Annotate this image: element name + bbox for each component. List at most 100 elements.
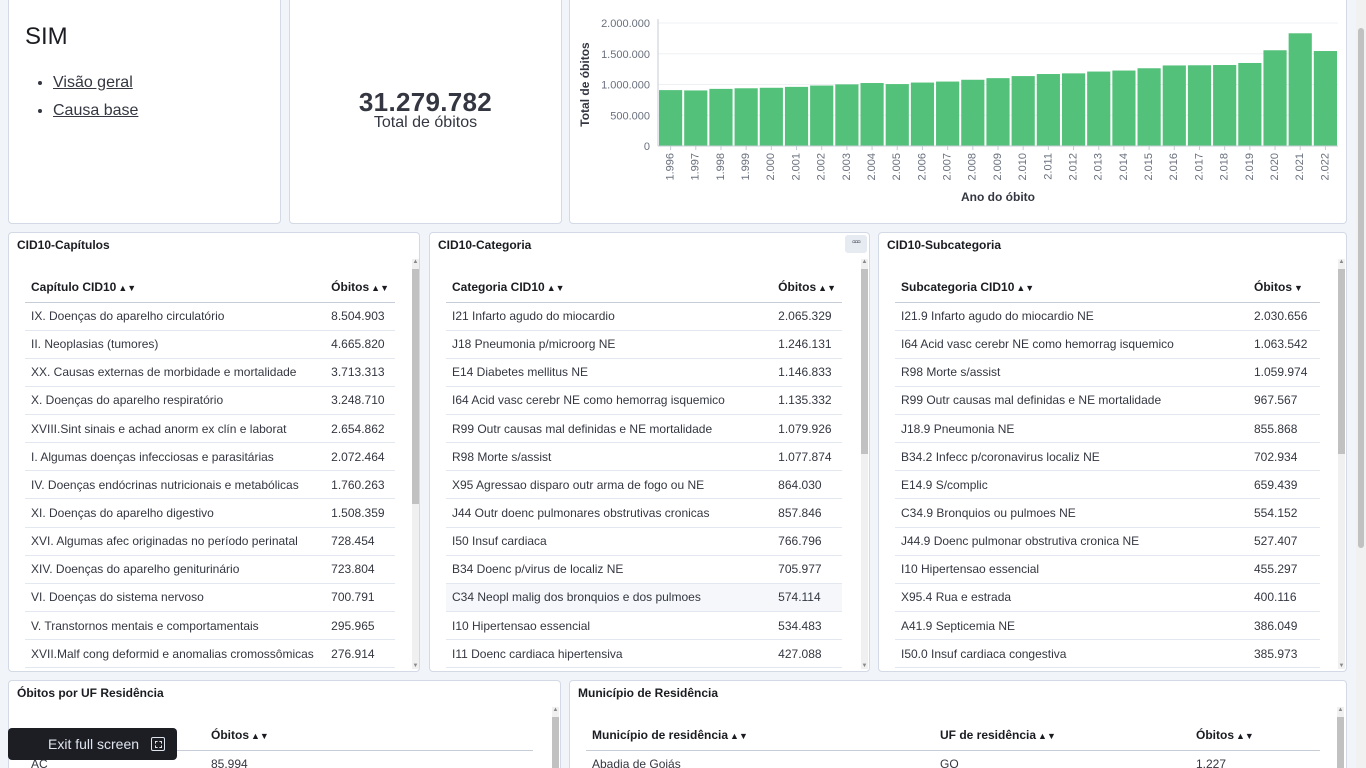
table-row[interactable]: R98 Morte s/assist 1.059.974 (895, 358, 1320, 387)
col-obitos-header[interactable]: Óbitos ▲▼ (772, 272, 842, 303)
label-cell: B34 Doenc p/virus de localiz NE (446, 555, 773, 584)
obitos-cell: 4.665.820 (325, 330, 395, 359)
scroll-thumb[interactable] (861, 269, 868, 454)
table-row[interactable]: VI. Doenças do sistema nervoso 700.791 (25, 583, 395, 613)
label-cell: XVIII.Sint sinais e achad anorm ex clín … (25, 414, 326, 444)
col-uf-header[interactable]: UF de residência ▲▼ (934, 720, 1190, 751)
scroll-up-icon[interactable]: ▲ (1337, 707, 1344, 713)
sim-panel: SIM Visão geral Causa base (8, 0, 281, 224)
scroll-up-icon[interactable]: ▲ (412, 259, 419, 265)
scroll-down-icon[interactable]: ▼ (412, 663, 419, 669)
uf-scrollbar[interactable]: ▲ (552, 707, 559, 768)
scroll-up-icon[interactable]: ▲ (861, 259, 868, 265)
label-cell: I10 Hipertensao essencial (895, 555, 1248, 584)
table-row[interactable]: J44 Outr doenc pulmonares obstrutivas cr… (446, 498, 842, 528)
label-cell: J18 Pneumonia p/microorg NE (446, 330, 773, 359)
obitos-cell: 2.065.329 (772, 302, 842, 331)
table-row[interactable]: I11 Doenc cardiaca hipertensiva 427.088 (446, 639, 842, 669)
table-row[interactable]: X95.4 Rua e estrada 400.116 (895, 583, 1320, 613)
col-obitos-header[interactable]: Óbitos ▲▼ (325, 272, 395, 303)
table-row[interactable]: I21 Infarto agudo do miocardio 2.065.329 (446, 302, 842, 331)
table-row[interactable]: I10 Hipertensao essencial 534.483 (446, 611, 842, 641)
table-row[interactable]: E14.9 S/complic 659.439 (895, 470, 1320, 500)
scroll-down-icon[interactable]: ▼ (1338, 663, 1345, 669)
col-obitos-header[interactable]: Óbitos ▲▼ (1190, 720, 1320, 751)
scroll-up-icon[interactable]: ▲ (1338, 259, 1345, 265)
col-subcategoria-header[interactable]: Subcategoria CID10 ▲▼ (895, 272, 1248, 303)
bar (1162, 65, 1186, 146)
table-header-row: Município de residência ▲▼ UF de residênc… (586, 720, 1320, 751)
link-causa-base[interactable]: Causa base (53, 102, 139, 119)
table-row[interactable]: C34 Neopl malig dos bronquios e dos pulm… (446, 583, 842, 613)
page-scroll-thumb[interactable] (1358, 28, 1364, 548)
y-tick-label: 1.000.000 (601, 80, 650, 92)
table-row[interactable]: X. Doenças do aparelho respiratório 3.248… (25, 386, 395, 416)
table-row[interactable]: V. Transtornos mentais e comportamentais… (25, 611, 395, 641)
table-row[interactable]: I64 Acid vasc cerebr NE como hemorrag is… (446, 386, 842, 416)
col-obitos-header[interactable]: Óbitos ▼ (1248, 272, 1320, 303)
categoria-scrollbar[interactable]: ▲ ▼ (861, 259, 868, 669)
table-row[interactable]: II. Neoplasias (tumores) 4.665.820 (25, 330, 395, 359)
table-row[interactable]: I50.0 Insuf cardiaca congestiva 385.973 (895, 639, 1320, 669)
col-municipio-header[interactable]: Município de residência ▲▼ (586, 720, 934, 751)
table-row[interactable]: J18 Pneumonia p/microorg NE 1.246.131 (446, 330, 842, 359)
table-row[interactable]: IX. Doenças do aparelho circulatório 8.50… (25, 302, 395, 331)
panel-menu-icon[interactable]: ▫▫▫ (845, 235, 867, 253)
obitos-cell: 400.116 (1248, 583, 1320, 613)
x-tick-label: 2.006 (916, 153, 928, 181)
label-cell: I. Algumas doenças infecciosas e parasit… (25, 442, 326, 472)
page-scrollbar[interactable] (1356, 0, 1366, 768)
table-row[interactable]: XVI. Algumas afec originadas no período … (25, 527, 395, 556)
municipio-scrollbar[interactable]: ▲ (1337, 707, 1344, 768)
exit-full-screen-button[interactable]: Exit full screen (8, 728, 177, 760)
table-row[interactable]: J44.9 Doenc pulmonar obstrutiva cronica … (895, 527, 1320, 556)
scroll-thumb[interactable] (552, 717, 559, 768)
sim-nav-item: Causa base (53, 97, 138, 125)
label-cell: J44.9 Doenc pulmonar obstrutiva cronica … (895, 527, 1248, 556)
x-tick-label: 2.007 (942, 153, 954, 181)
scroll-thumb[interactable] (412, 269, 419, 504)
table-row[interactable]: I21.9 Infarto agudo do miocardio NE 2.030… (895, 302, 1320, 331)
link-visao-geral[interactable]: Visão geral (53, 74, 133, 91)
table-row[interactable]: Abadia de Goiás GO 1.227 (586, 750, 1320, 768)
table-row[interactable]: X95 Agressao disparo outr arma de fogo o… (446, 470, 842, 500)
x-tick-label: 2.022 (1319, 153, 1331, 181)
table-row[interactable]: XIV. Doenças do aparelho geniturinário 72… (25, 555, 395, 584)
scroll-down-icon[interactable]: ▼ (861, 663, 868, 669)
scroll-thumb[interactable] (1338, 269, 1345, 454)
label-cell: X95.4 Rua e estrada (895, 583, 1248, 613)
scroll-up-icon[interactable]: ▲ (552, 707, 559, 713)
x-tick-label: 2.003 (841, 153, 853, 181)
table-row[interactable]: E14 Diabetes mellitus NE 1.146.833 (446, 358, 842, 387)
table-row[interactable]: B34 Doenc p/virus de localiz NE 705.977 (446, 555, 842, 584)
subcategoria-panel: CID10-Subcategoria Subcategoria CID10 ▲▼ … (878, 232, 1347, 672)
table-row[interactable]: I. Algumas doenças infecciosas e parasit… (25, 442, 395, 472)
obitos-cell: 1.760.263 (325, 470, 395, 500)
col-categoria-header[interactable]: Categoria CID10 ▲▼ (446, 272, 773, 303)
col-capitulo-header[interactable]: Capítulo CID10 ▲▼ (25, 272, 326, 303)
table-row[interactable]: A41.9 Septicemia NE 386.049 (895, 611, 1320, 641)
table-row[interactable]: XX. Causas externas de morbidade e morta… (25, 358, 395, 387)
table-row[interactable]: I64 Acid vasc cerebr NE como hemorrag is… (895, 330, 1320, 359)
table-row[interactable]: R99 Outr causas mal definidas e NE morta… (446, 414, 842, 444)
obitos-cell: 1.077.874 (772, 442, 842, 472)
table-row[interactable]: XVII.Malf cong deformid e anomalias crom… (25, 639, 395, 669)
col-obitos-header[interactable]: Óbitos ▲▼ (205, 720, 533, 751)
table-row[interactable]: XI. Doenças do aparelho digestivo 1.508.3… (25, 498, 395, 528)
table-row[interactable]: IV. Doenças endócrinas nutricionais e me… (25, 470, 395, 500)
table-row[interactable]: C34.9 Bronquios ou pulmoes NE 554.152 (895, 498, 1320, 528)
table-row[interactable]: I50 Insuf cardiaca 766.796 (446, 527, 842, 556)
bar (1213, 65, 1237, 146)
table-row[interactable]: R98 Morte s/assist 1.077.874 (446, 442, 842, 472)
capitulos-scrollbar[interactable]: ▲ ▼ (412, 259, 419, 669)
subcategoria-scrollbar[interactable]: ▲ ▼ (1338, 259, 1345, 669)
table-row[interactable]: R99 Outr causas mal definidas e NE morta… (895, 386, 1320, 416)
table-row[interactable]: J18.9 Pneumonia NE 855.868 (895, 414, 1320, 444)
scroll-thumb[interactable] (1337, 717, 1344, 768)
table-row[interactable]: B34.2 Infecc p/coronavirus localiz NE 702… (895, 442, 1320, 472)
categoria-panel: CID10-Categoria ▫▫▫ Categoria CID10 ▲▼ Ób… (429, 232, 870, 672)
chart-panel: 2.000.000 1.500.000 1.000.000 500.000 0 1.996… (569, 0, 1347, 224)
table-row[interactable]: I10 Hipertensao essencial 455.297 (895, 555, 1320, 584)
sort-icon: ▲▼ (546, 282, 565, 293)
table-row[interactable]: XVIII.Sint sinais e achad anorm ex clín … (25, 414, 395, 444)
